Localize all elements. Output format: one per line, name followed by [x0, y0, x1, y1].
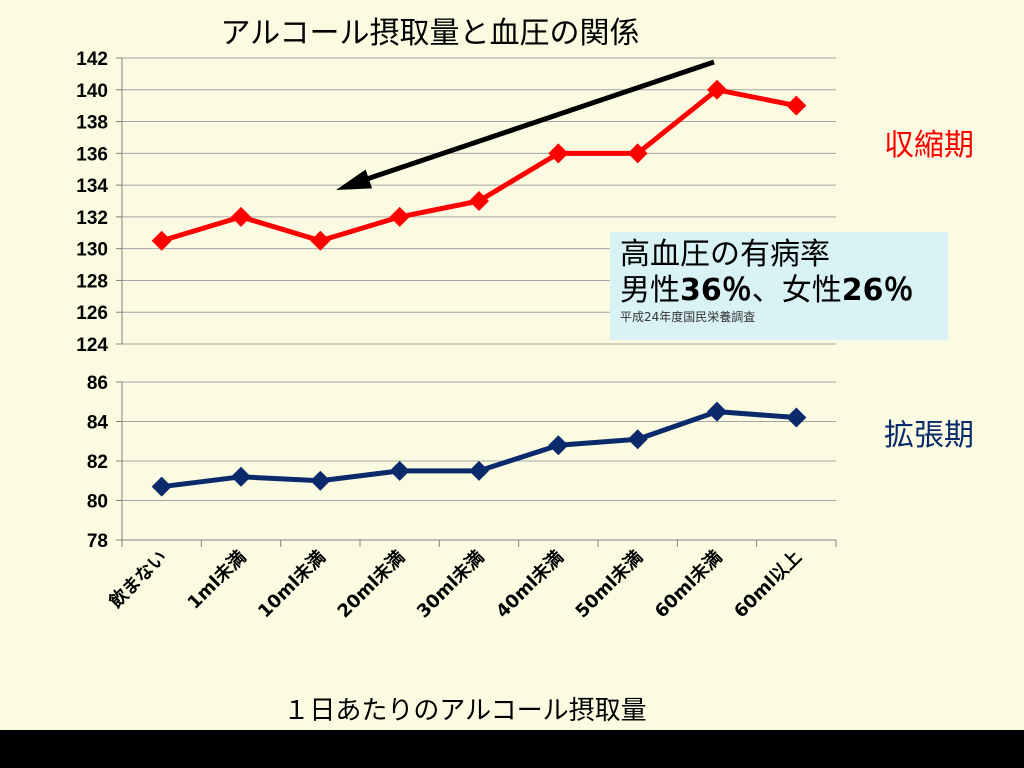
- y-tick-label: 136: [76, 144, 108, 165]
- systolic-panel: 124 126 128 130 132 134 136 138 140 142: [76, 49, 836, 356]
- x-tick-label: 60ml未満: [650, 546, 726, 622]
- x-tick-label: 60ml以上: [730, 547, 806, 623]
- x-tick-label: 飲まない: [104, 546, 171, 613]
- data-point: [389, 460, 410, 481]
- x-axis-title: １日あたりのアルコール摂取量: [283, 696, 647, 726]
- data-point: [231, 466, 251, 487]
- y-tick-label: 78: [87, 531, 108, 552]
- data-point: [151, 230, 172, 251]
- data-point: [310, 230, 331, 251]
- y-tick-label: 82: [87, 452, 108, 473]
- data-point: [310, 470, 331, 491]
- x-tick-label: 20ml未満: [333, 546, 409, 622]
- data-point: [786, 407, 807, 428]
- data-point: [707, 79, 727, 100]
- y-tick-label: 130: [76, 240, 108, 261]
- series-line: [160, 87, 797, 244]
- callout-source: 平成24年度国民栄養調査: [620, 310, 756, 324]
- x-tick-label: 40ml未満: [492, 546, 568, 622]
- diastolic-panel: 78 80 82 84 86: [87, 373, 836, 552]
- x-tick-label: 30ml未満: [412, 546, 488, 622]
- data-point: [469, 460, 489, 481]
- y-tick-label: 128: [76, 271, 108, 292]
- data-point: [707, 401, 727, 422]
- y-tick-label: 80: [87, 492, 108, 513]
- data-point: [469, 191, 489, 211]
- systolic-label: 収縮期: [884, 128, 974, 163]
- y-tick-label: 140: [76, 81, 108, 102]
- callout-female-label: 、女性: [751, 273, 842, 308]
- prevalence-callout: 高血圧の有病率 男性36％、女性26％ 平成24年度国民栄養調査: [610, 232, 948, 340]
- data-point: [627, 429, 648, 450]
- callout-male-value: 36％: [680, 273, 752, 308]
- y-tick-label: 124: [76, 335, 108, 356]
- data-point: [548, 143, 569, 164]
- y-tick-label: 134: [76, 176, 108, 197]
- x-tick-label: 50ml未満: [571, 546, 647, 622]
- callout-female-value: 26％: [841, 273, 914, 308]
- data-point: [151, 476, 172, 497]
- slide: 124 126 128 130 132 134 136 138 140 142 78 80 82 84 86…: [0, 0, 1024, 730]
- y-tick-label: 132: [76, 208, 108, 229]
- callout-male-label: 男性: [620, 273, 680, 308]
- data-point: [627, 143, 648, 164]
- x-tick-label: 10ml未満: [254, 546, 330, 622]
- callout-values: 男性36％、女性26％: [620, 272, 938, 310]
- chart: 124 126 128 130 132 134 136 138 140 142 78 80 82 84 86…: [76, 49, 837, 623]
- trend-arrow-head: [336, 169, 373, 190]
- y-tick-label: 142: [76, 49, 108, 70]
- data-point: [389, 206, 410, 227]
- y-tick-label: 86: [87, 373, 108, 394]
- data-point: [231, 206, 251, 227]
- data-point: [548, 435, 569, 456]
- data-point: [786, 95, 807, 116]
- diastolic-label: 拡張期: [884, 418, 974, 453]
- x-tick-label: 1ml未満: [183, 546, 250, 613]
- trend-arrow: [357, 59, 715, 185]
- y-tick-label: 126: [76, 303, 108, 324]
- chart-title: アルコール摂取量と血圧の関係: [220, 16, 640, 51]
- callout-heading: 高血圧の有病率: [620, 237, 830, 272]
- y-tick-label: 138: [76, 113, 108, 134]
- y-tick-label: 84: [87, 413, 109, 434]
